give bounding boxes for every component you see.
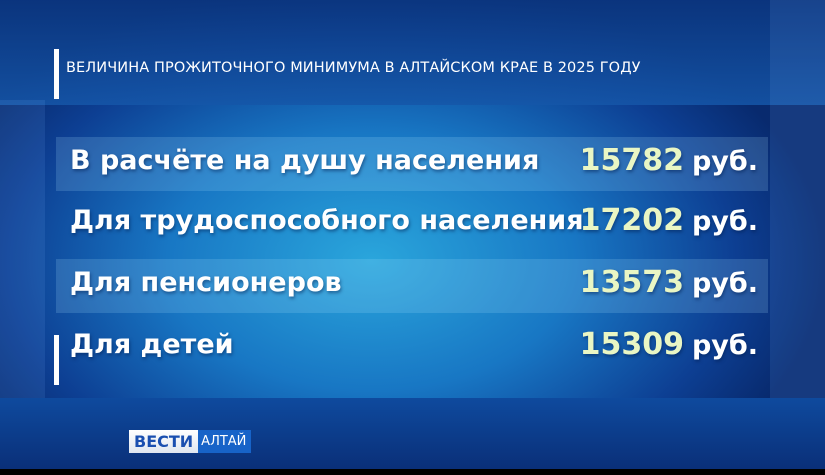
row-label: Для пенсионеров: [70, 267, 342, 298]
table-row: Для детей 15309 руб.: [56, 321, 768, 375]
letterbox-bar: [0, 469, 825, 475]
row-unit: руб.: [691, 206, 758, 237]
row-label: Для трудоспособного населения: [70, 205, 584, 236]
row-value: 15309: [579, 327, 684, 362]
table-row: В расчёте на душу населения 15782 руб.: [56, 137, 768, 191]
row-unit: руб.: [691, 146, 758, 177]
table-row: Для пенсионеров 13573 руб.: [56, 259, 768, 313]
decor-panel: [770, 0, 825, 420]
row-label: Для детей: [70, 329, 234, 360]
logo-brand: ВЕСТИ: [129, 430, 199, 453]
row-label: В расчёте на душу населения: [70, 145, 540, 176]
row-unit: руб.: [691, 330, 758, 361]
bottom-band: [0, 398, 825, 470]
title-accent: [54, 49, 59, 99]
decor-panel: [0, 100, 45, 420]
row-value: 17202: [579, 203, 684, 238]
table-row: Для трудоспособного населения 17202 руб.: [56, 197, 768, 251]
row-accent: [54, 335, 59, 385]
row-value: 13573: [579, 265, 684, 300]
vesti-altai-logo: ВЕСТИ АЛТАЙ: [129, 430, 252, 453]
top-band: [0, 0, 825, 105]
logo-region: АЛТАЙ: [198, 430, 252, 453]
graphic-title: ВЕЛИЧИНА ПРОЖИТОЧНОГО МИНИМУМА В АЛТАЙСК…: [66, 60, 641, 76]
row-unit: руб.: [691, 268, 758, 299]
row-value: 15782: [579, 143, 684, 178]
